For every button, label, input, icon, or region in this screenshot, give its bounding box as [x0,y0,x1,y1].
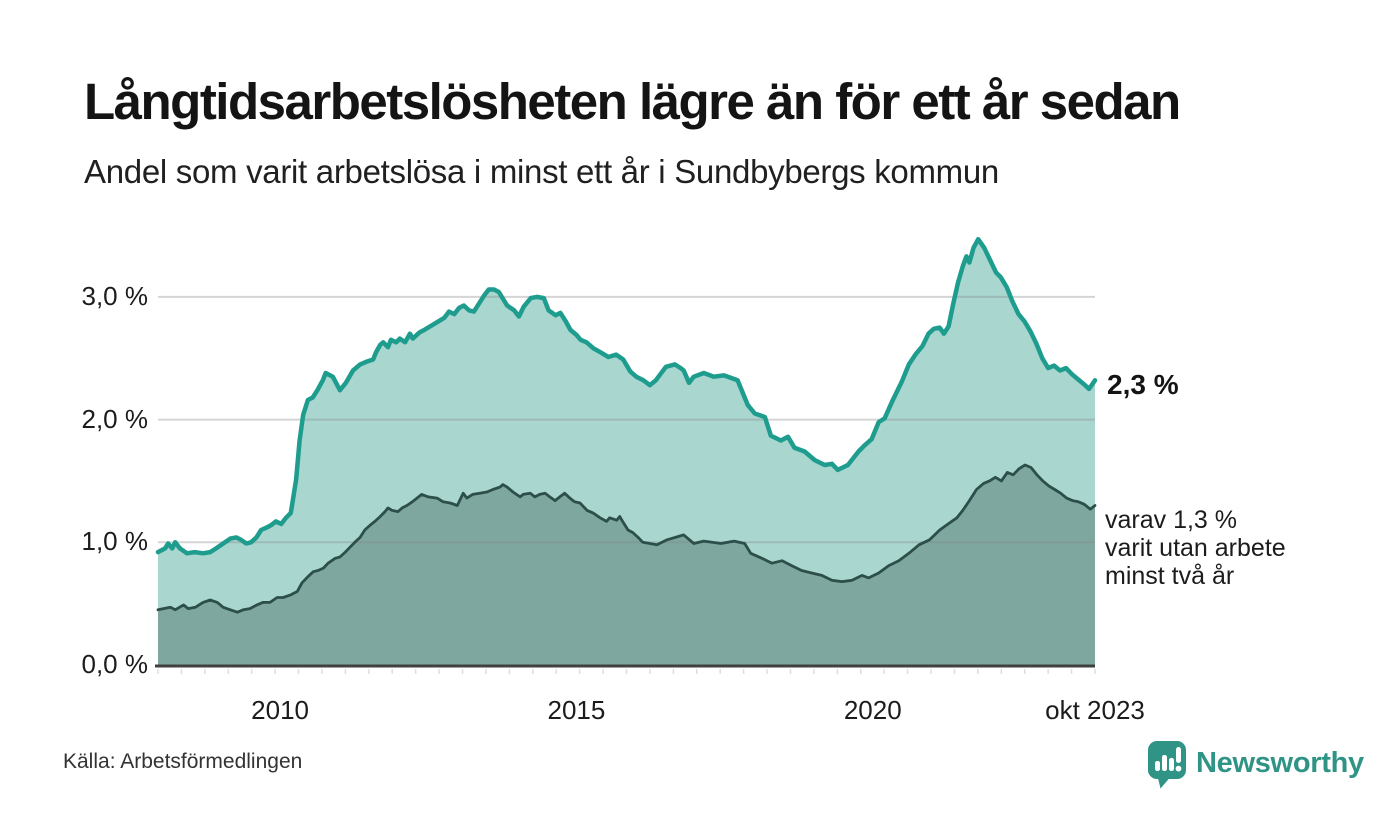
x-axis-tick-label: 2020 [843,695,902,725]
x-axis-tick-label: okt 2023 [1045,695,1145,725]
page-title: Långtidsarbetslösheten lägre än för ett … [84,73,1181,130]
source-note: Källa: Arbetsförmedlingen [63,750,303,773]
secondary-annotation-line: minst två år [1105,562,1235,590]
series2-line [156,463,1097,614]
x-axis-tick-label: 2015 [547,695,606,725]
newsworthy-logo-link[interactable]: Newsworthy [1147,740,1364,790]
y-axis-tick-label: 0,0 % [81,649,149,679]
series1-line [155,236,1098,556]
y-axis-tick-label: 2,0 % [81,403,149,434]
secondary-annotation: varav 1,3 % varit utan arbete minst två år [1105,506,1286,590]
y-axis-tick-label: 3,0 % [81,280,149,311]
y-axis-tick-label: 1,0 % [81,526,149,557]
secondary-annotation-line: varit utan arbete [1105,534,1286,562]
latest-value-label: 2,3 % [1107,369,1179,400]
secondary-annotation-line: varav 1,3 % [1105,506,1238,534]
newsworthy-logo-text: Newsworthy [1196,747,1364,779]
page-subtitle: Andel som varit arbetslösa i minst ett å… [84,153,999,190]
x-axis-tick-label: 2010 [251,695,309,725]
newsworthy-speech-bubble-bar-chart-icon [1148,741,1186,789]
series2-area-fill [158,465,1095,665]
